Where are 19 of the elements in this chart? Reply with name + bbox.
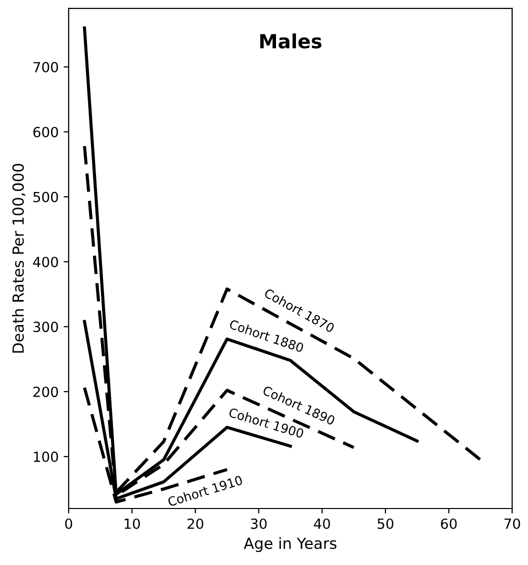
x-tick-label: 10 <box>124 518 140 529</box>
text: Cohort 1910 <box>167 475 243 507</box>
x-axis-title: Age in Years <box>244 537 336 552</box>
y-tick-label: 100 <box>34 452 58 462</box>
y-axis-title: Death Rates Per 100,000 <box>12 164 26 353</box>
text: Males <box>260 33 322 49</box>
x-tick-label: 60 <box>440 518 457 529</box>
y-tick-label: 700 <box>34 62 58 72</box>
x-tick-label: 70 <box>504 518 520 529</box>
x-tick-label: 50 <box>378 518 394 529</box>
y-tick-label: 600 <box>33 126 58 138</box>
x-tick-label: 40 <box>314 518 330 529</box>
x-tick-label: 0 <box>65 518 72 529</box>
y-tick-label: 500 <box>33 192 58 202</box>
y-tick-label: 300 <box>33 322 58 332</box>
y-tick-label: 400 <box>33 256 58 268</box>
x-tick-label: 30 <box>250 518 267 529</box>
x-tick-label: 20 <box>188 518 204 529</box>
y-tick-label: 200 <box>33 386 58 398</box>
